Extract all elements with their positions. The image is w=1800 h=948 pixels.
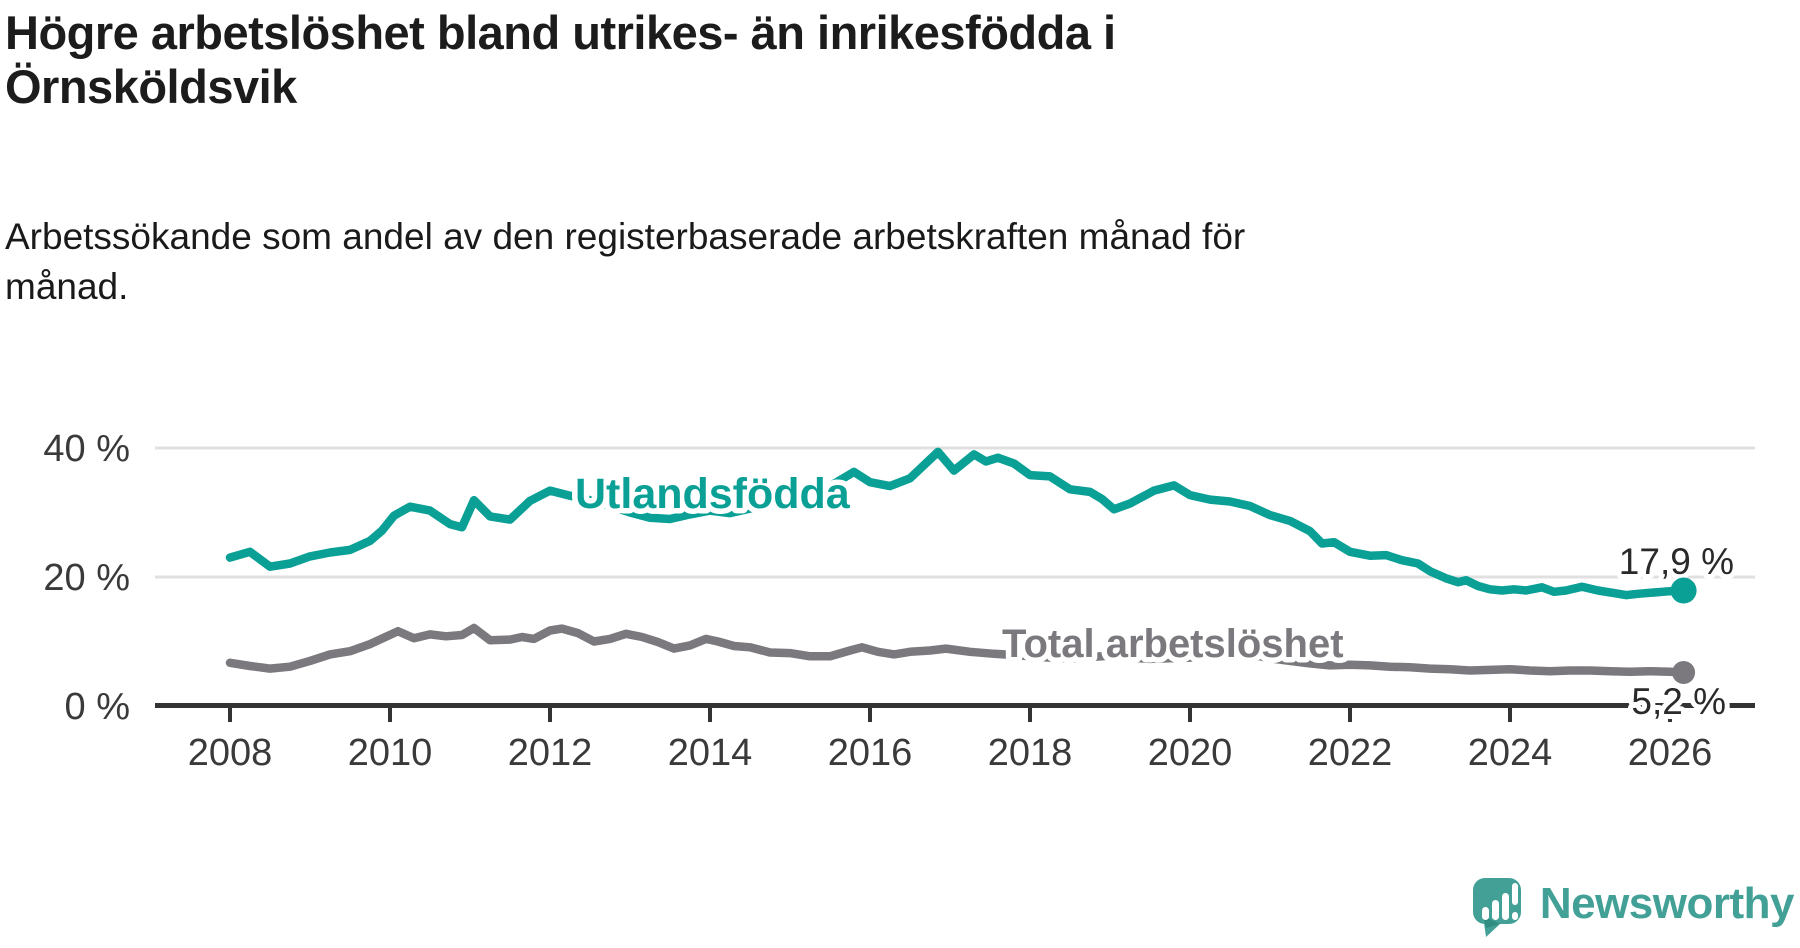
x-tick-label: 2014 [668,732,753,774]
newsworthy-brand-text: Newsworthy [1539,879,1795,928]
y-tick-label: 40 % [43,428,130,470]
title-line-2: Örnsköldsvik [5,59,297,113]
chart-header: Högre arbetslöshet bland utrikes- än inr… [5,6,1116,113]
newsworthy-brand: Newsworthy [1472,878,1795,938]
series-line-utlandsfodda [225,447,1688,600]
x-tick-label: 2012 [508,732,593,774]
end-value-label-total: 5,2 % [1631,681,1726,722]
x-tick-label: 2018 [988,732,1073,774]
series-line-total [225,623,1688,677]
x-tick-label: 2022 [1308,732,1393,774]
newsworthy-logo-icon [1472,878,1521,937]
chart-subtitle: Arbetssökande som andel av den registerb… [5,212,1245,313]
x-tick-label: 2016 [828,732,913,774]
series-label-total: Total arbetslöshet [1002,622,1344,666]
subtitle-line-2: månad. [5,266,129,308]
end-dot-total [1672,660,1696,684]
end-value-label-utlandsfodda: 17,9 % [1619,541,1734,582]
x-tick-label: 2010 [348,732,433,774]
title-line-1: Högre arbetslöshet bland utrikes- än inr… [5,6,1116,59]
x-tick-label: 2008 [188,732,273,774]
x-tick-label: 2020 [1148,732,1233,774]
x-tick-label: 2026 [1628,732,1713,774]
x-tick-label: 2024 [1468,732,1553,774]
page-title: Högre arbetslöshet bland utrikes- än inr… [5,6,1116,113]
subtitle-line-1: Arbetssökande som andel av den registerb… [5,216,1246,257]
series-label-utlandsfodda: Utlandsfödda [575,470,851,518]
y-tick-label: 0 % [65,686,130,728]
y-tick-label: 20 % [43,557,130,599]
end-dot-utlandsfodda [1670,577,1697,604]
